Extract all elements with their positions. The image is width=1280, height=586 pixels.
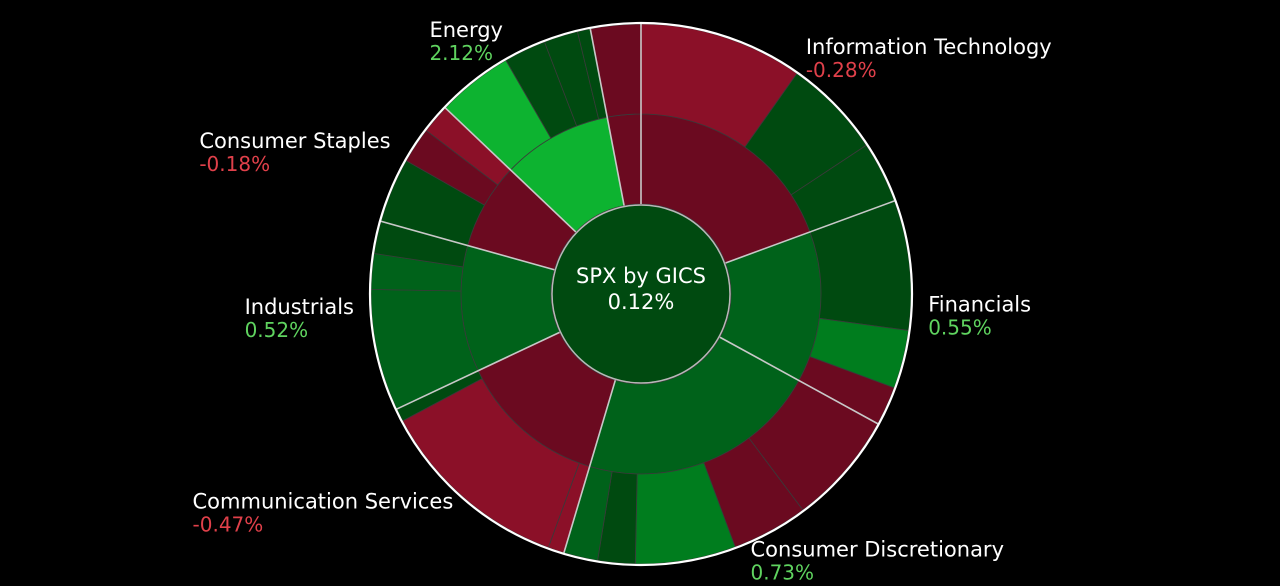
label-change-consumer-discretionary: 0.73% — [751, 560, 815, 584]
label-name-information-technology: Information Technology — [806, 35, 1052, 59]
center-disc[interactable] — [551, 204, 731, 384]
label-name-energy: Energy — [429, 18, 503, 42]
label-change-information-technology: -0.28% — [806, 58, 877, 82]
chart-title: SPX by GICS — [576, 264, 706, 288]
divider-consumer-discretionary — [719, 336, 879, 425]
label-information-technology: Information Technology-0.28% — [806, 35, 1052, 82]
divider-energy — [444, 107, 577, 233]
sector-dividers — [380, 24, 895, 553]
label-change-financials: 0.55% — [928, 315, 992, 339]
label-name-industrials: Industrials — [245, 295, 354, 319]
outer-ring — [368, 21, 914, 567]
label-consumer-staples: Consumer Staples-0.18% — [199, 129, 390, 176]
divider-consumer-staples — [380, 220, 555, 271]
divider-financials — [725, 200, 895, 264]
label-change-industrials: 0.52% — [245, 318, 309, 342]
label-name-financials: Financials — [928, 292, 1031, 316]
label-name-communication-services: Communication Services — [193, 489, 454, 513]
divider-industrials — [396, 331, 560, 410]
sector-labels: Information Technology-0.28%Financials0.… — [193, 18, 1052, 584]
label-change-consumer-staples: -0.18% — [199, 152, 270, 176]
label-name-consumer-staples: Consumer Staples — [199, 129, 390, 153]
label-name-consumer-discretionary: Consumer Discretionary — [751, 537, 1005, 561]
label-change-energy: 2.12% — [429, 41, 493, 65]
label-change-communication-services: -0.47% — [193, 512, 264, 536]
total-change: 0.12% — [608, 290, 675, 314]
divider-communication-services — [563, 380, 617, 553]
label-communication-services: Communication Services-0.47% — [193, 489, 454, 536]
divider-other — [589, 28, 625, 206]
